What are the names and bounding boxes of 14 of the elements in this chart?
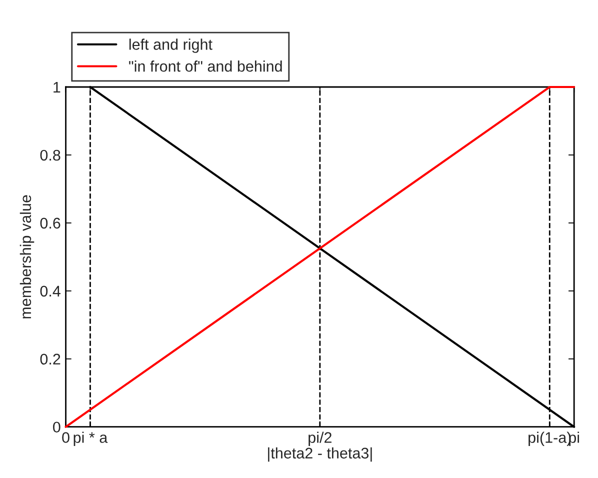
legend-label: "in front of" and behind xyxy=(129,60,282,72)
x-tick-label: pi(1-a) xyxy=(528,432,571,446)
y-tick-label: 0.2 xyxy=(40,354,60,365)
y-tick-label: 0.6 xyxy=(40,218,60,229)
y-tick-label: 0.8 xyxy=(40,150,60,161)
y-tick-label: 0.4 xyxy=(40,286,60,297)
x-tick-label: pi/2 xyxy=(308,432,332,446)
y-tick-label: 1 xyxy=(54,82,60,93)
legend-label: left and right xyxy=(129,38,212,53)
y-axis-title: membership value xyxy=(20,195,34,318)
x-tick-label: pi * a xyxy=(74,432,108,446)
y-tick-label: 0 xyxy=(53,422,60,433)
x-tick-label: 0 xyxy=(62,432,70,443)
x-axis-title: |theta2 - theta3| xyxy=(268,447,372,462)
